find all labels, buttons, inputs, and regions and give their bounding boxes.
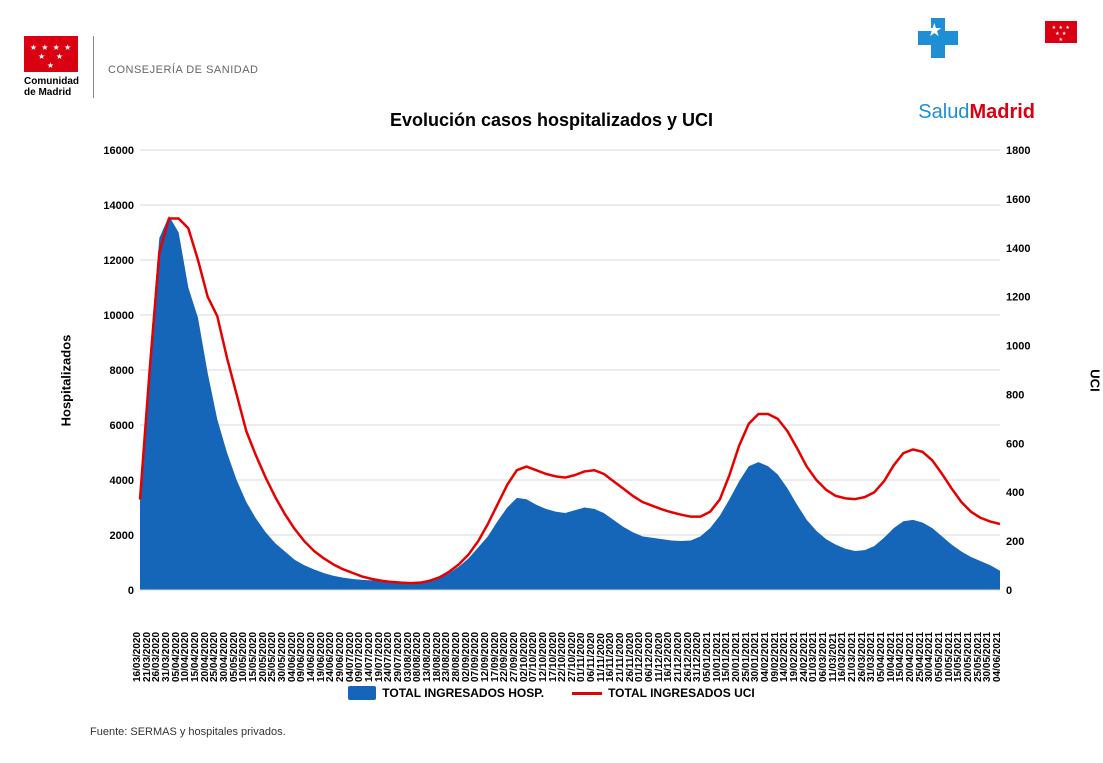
logo-salud-madrid: ★ SaludMadrid ★ ★ ★★ ★★ (918, 0, 1103, 122)
madrid-flag-icon: ★ ★ ★ ★★ ★★ (24, 36, 78, 72)
svg-text:2000: 2000 (110, 530, 134, 542)
logo-comunidad-madrid: ★ ★ ★ ★★ ★★ Comunidad de Madrid CONSEJER… (0, 0, 258, 98)
report-page: ★ ★ ★ ★★ ★★ Comunidad de Madrid CONSEJER… (0, 0, 1103, 763)
legend-label-uci: TOTAL INGRESADOS UCI (608, 686, 755, 700)
svg-text:400: 400 (1006, 487, 1024, 499)
svg-text:0: 0 (1006, 585, 1012, 597)
x-tick-label: 04/06/2021 (992, 632, 1003, 682)
department-label: CONSEJERÍA DE SANIDAD (108, 64, 258, 98)
x-axis-ticks: 16/03/202021/03/202026/03/202031/03/2020… (100, 604, 1040, 682)
y-axis-right-label: UCI (1087, 369, 1102, 391)
chart-title: Evolución casos hospitalizados y UCI (0, 110, 1103, 131)
header: ★ ★ ★ ★★ ★★ Comunidad de Madrid CONSEJER… (0, 0, 1103, 100)
madrid-flag-small-icon: ★ ★ ★★ ★★ (1045, 21, 1077, 43)
org-name: Comunidad de Madrid (24, 76, 79, 98)
chart-area: Hospitalizados UCI 020004000600080001000… (100, 145, 1040, 600)
legend-item-hosp: TOTAL INGRESADOS HOSP. (348, 686, 544, 700)
svg-text:800: 800 (1006, 389, 1024, 401)
divider (93, 36, 94, 98)
y-axis-left-label: Hospitalizados (58, 334, 73, 426)
svg-text:10000: 10000 (103, 310, 134, 322)
svg-text:1400: 1400 (1006, 243, 1030, 255)
svg-text:1000: 1000 (1006, 341, 1030, 353)
salud-cross-icon: ★ (918, 18, 958, 58)
svg-text:0: 0 (128, 585, 134, 597)
svg-text:4000: 4000 (110, 475, 134, 487)
svg-text:1200: 1200 (1006, 292, 1030, 304)
svg-text:1600: 1600 (1006, 194, 1030, 206)
svg-text:600: 600 (1006, 438, 1024, 450)
chart-svg: 0 2000 4000 6000 8000 10000 12000 14000 16000 0 20… (100, 145, 1040, 600)
svg-text:14000: 14000 (103, 200, 134, 212)
svg-text:16000: 16000 (103, 145, 134, 157)
legend-label-hosp: TOTAL INGRESADOS HOSP. (382, 686, 544, 700)
series-hosp-area (140, 216, 1000, 590)
legend-item-uci: TOTAL INGRESADOS UCI (572, 686, 755, 700)
legend-swatch-area (348, 686, 376, 700)
source-note: Fuente: SERMAS y hospitales privados. (90, 726, 286, 738)
svg-text:8000: 8000 (110, 365, 134, 377)
svg-text:6000: 6000 (110, 420, 134, 432)
svg-text:200: 200 (1006, 536, 1024, 548)
svg-text:12000: 12000 (103, 255, 134, 267)
legend: TOTAL INGRESADOS HOSP. TOTAL INGRESADOS … (0, 686, 1103, 700)
svg-text:1800: 1800 (1006, 145, 1030, 157)
legend-swatch-line (572, 692, 602, 695)
